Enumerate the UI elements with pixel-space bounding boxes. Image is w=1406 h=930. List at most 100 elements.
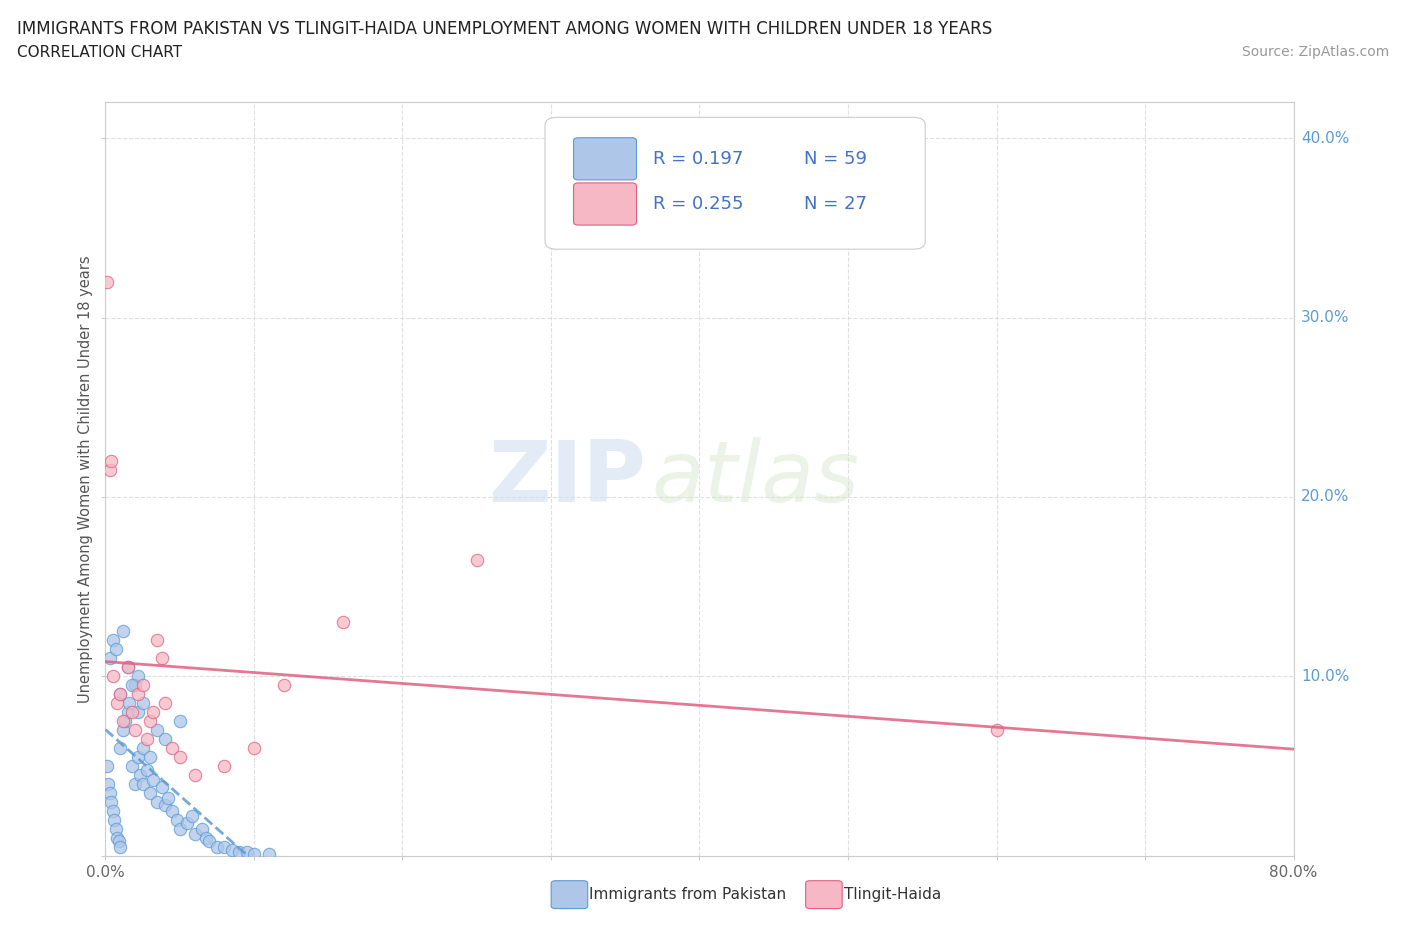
Point: [986, 723, 1008, 737]
Point: [176, 816, 198, 830]
Point: [97, 777, 120, 791]
Point: [98, 462, 121, 477]
Point: [183, 767, 205, 782]
Point: [131, 678, 153, 693]
Point: [110, 686, 132, 701]
Point: [142, 773, 165, 788]
Point: [101, 804, 124, 818]
Point: [101, 669, 124, 684]
Point: [110, 686, 132, 701]
Point: [169, 750, 191, 764]
Text: Immigrants from Pakistan: Immigrants from Pakistan: [589, 887, 786, 902]
Point: [166, 812, 188, 827]
Point: [139, 713, 162, 728]
Text: IMMIGRANTS FROM PAKISTAN VS TLINGIT-HAIDA UNEMPLOYMENT AMONG WOMEN WITH CHILDREN: IMMIGRANTS FROM PAKISTAN VS TLINGIT-HAID…: [17, 20, 993, 38]
Point: [100, 454, 122, 469]
Point: [162, 804, 184, 818]
Text: 20.0%: 20.0%: [1301, 489, 1350, 504]
Point: [103, 812, 125, 827]
Point: [169, 713, 191, 728]
Point: [112, 713, 135, 728]
Point: [214, 839, 236, 854]
Point: [127, 750, 149, 764]
Text: N = 27: N = 27: [804, 195, 868, 213]
Point: [108, 834, 131, 849]
Point: [150, 780, 173, 795]
Text: ZIP: ZIP: [488, 437, 645, 521]
Point: [124, 723, 146, 737]
Point: [96, 759, 118, 774]
Text: 40.0%: 40.0%: [1301, 131, 1350, 146]
Point: [128, 767, 150, 782]
Point: [146, 794, 169, 809]
Point: [198, 834, 221, 849]
Point: [150, 651, 173, 666]
Point: [156, 790, 179, 805]
Text: atlas: atlas: [652, 437, 860, 521]
Point: [124, 678, 146, 693]
Text: 10.0%: 10.0%: [1301, 669, 1350, 684]
Point: [221, 843, 243, 857]
Text: N = 59: N = 59: [804, 150, 868, 167]
Point: [117, 660, 139, 675]
Point: [139, 785, 162, 800]
Point: [98, 651, 121, 666]
Point: [96, 274, 118, 289]
Point: [105, 696, 128, 711]
Point: [180, 809, 202, 824]
Point: [146, 633, 169, 648]
Point: [124, 777, 146, 791]
Point: [110, 740, 132, 755]
Point: [110, 839, 132, 854]
FancyBboxPatch shape: [574, 183, 637, 225]
FancyBboxPatch shape: [546, 117, 925, 249]
Point: [127, 669, 149, 684]
Point: [139, 750, 162, 764]
Point: [169, 821, 191, 836]
Point: [195, 830, 218, 845]
Point: [332, 615, 354, 630]
Y-axis label: Unemployment Among Women with Children Under 18 years: Unemployment Among Women with Children U…: [77, 255, 93, 703]
Point: [153, 696, 176, 711]
Point: [214, 759, 236, 774]
Text: CORRELATION CHART: CORRELATION CHART: [17, 45, 181, 60]
Point: [131, 777, 153, 791]
Point: [136, 732, 159, 747]
Point: [228, 844, 250, 859]
Point: [131, 696, 153, 711]
Point: [112, 723, 135, 737]
Text: R = 0.255: R = 0.255: [654, 195, 744, 213]
Point: [105, 830, 128, 845]
Point: [146, 723, 169, 737]
Point: [121, 705, 143, 720]
Point: [257, 846, 280, 861]
Point: [235, 844, 257, 859]
Point: [98, 785, 121, 800]
Point: [114, 713, 136, 728]
Point: [142, 705, 165, 720]
Point: [273, 678, 295, 693]
Point: [117, 660, 139, 675]
Point: [243, 740, 266, 755]
Point: [104, 642, 127, 657]
Point: [104, 821, 127, 836]
Point: [100, 794, 122, 809]
Point: [153, 798, 176, 813]
Point: [136, 762, 159, 777]
Text: 30.0%: 30.0%: [1301, 310, 1350, 325]
Point: [183, 827, 205, 842]
Point: [121, 759, 143, 774]
Point: [465, 552, 488, 567]
Point: [191, 821, 214, 836]
Text: Source: ZipAtlas.com: Source: ZipAtlas.com: [1241, 45, 1389, 59]
Point: [205, 839, 228, 854]
Text: Tlingit-Haida: Tlingit-Haida: [844, 887, 941, 902]
Point: [127, 705, 149, 720]
Point: [131, 740, 153, 755]
Point: [153, 732, 176, 747]
Point: [101, 633, 124, 648]
Text: R = 0.197: R = 0.197: [654, 150, 744, 167]
Point: [117, 705, 139, 720]
Point: [121, 678, 143, 693]
Point: [118, 696, 141, 711]
